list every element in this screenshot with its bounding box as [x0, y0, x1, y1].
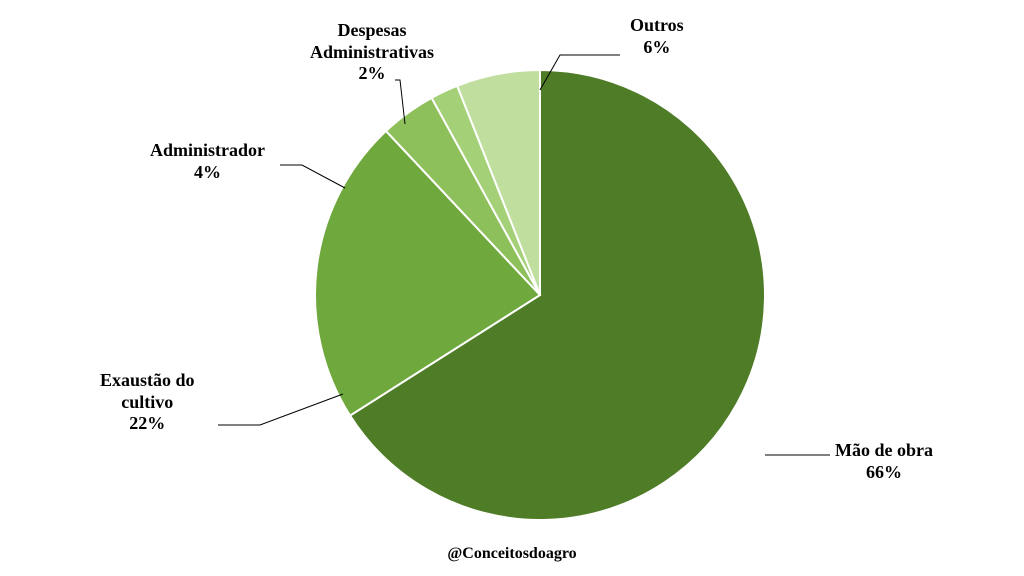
slice-label: Mão de obra66% [835, 440, 933, 483]
slice-label: Outros6% [630, 15, 684, 58]
pie-chart-container: Mão de obra66% Exaustão docultivo22% Admin… [0, 0, 1024, 576]
pie-chart-svg [0, 0, 1024, 576]
slice-label: DespesasAdministrativas2% [310, 20, 434, 85]
leader-line [218, 394, 343, 425]
slice-label: Exaustão docultivo22% [100, 370, 195, 435]
leader-line [280, 165, 345, 188]
chart-footer: @Conceitosdoagro [0, 545, 1024, 563]
slice-label: Administrador4% [150, 140, 265, 183]
